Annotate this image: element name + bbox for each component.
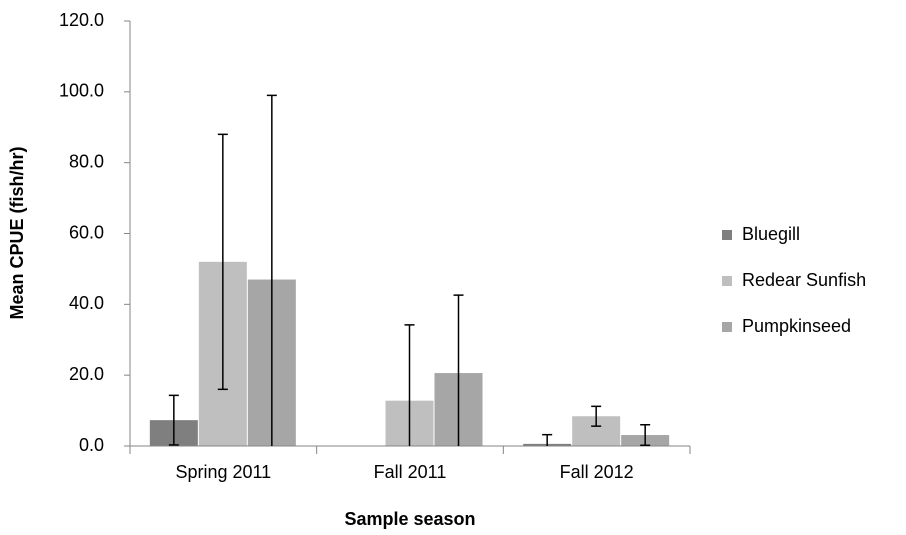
x-tick-label: Spring 2011 bbox=[175, 462, 271, 482]
error-bar bbox=[266, 94, 277, 446]
y-tick-label: 100.0 bbox=[59, 81, 104, 101]
error-bar bbox=[404, 324, 415, 446]
legend-swatch bbox=[722, 322, 732, 332]
error-bar bbox=[168, 394, 179, 446]
error-bar bbox=[640, 424, 651, 447]
legend-label: Pumpkinseed bbox=[742, 316, 851, 336]
error-bar bbox=[217, 133, 228, 391]
error-bar bbox=[542, 433, 553, 446]
legend-swatch bbox=[722, 230, 732, 240]
error-bar bbox=[591, 405, 602, 427]
y-axis-title: Mean CPUE (fish/hr) bbox=[7, 146, 27, 319]
x-axis-title: Sample season bbox=[344, 509, 475, 529]
x-tick-label: Fall 2012 bbox=[560, 462, 634, 482]
y-tick-label: 80.0 bbox=[69, 151, 104, 171]
legend-label: Bluegill bbox=[742, 224, 800, 244]
y-tick-label: 20.0 bbox=[69, 364, 104, 384]
error-bar bbox=[453, 294, 464, 446]
y-tick-label: 0.0 bbox=[79, 435, 104, 455]
x-tick-label: Fall 2011 bbox=[374, 462, 447, 482]
y-tick-label: 60.0 bbox=[69, 222, 104, 242]
y-tick-label: 40.0 bbox=[69, 293, 104, 313]
legend-label: Redear Sunfish bbox=[742, 270, 866, 290]
legend-swatch bbox=[722, 276, 732, 286]
y-tick-label: 120.0 bbox=[59, 10, 104, 30]
